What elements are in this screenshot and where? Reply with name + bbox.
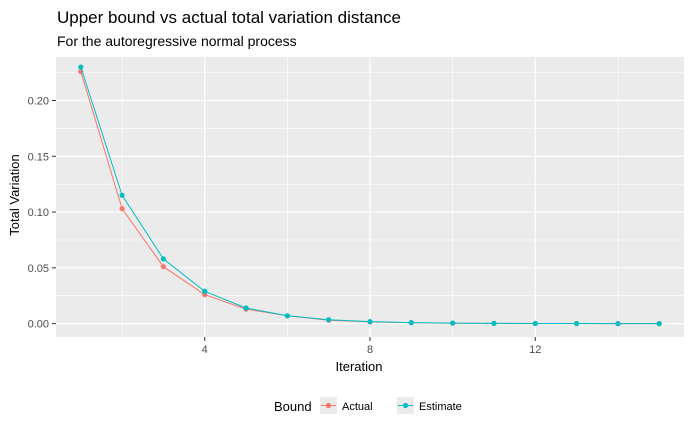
data-point-estimate [450,320,456,326]
axes-layer: 4 8 12 0.00 0.05 0.10 0.15 0.20 [28,96,542,356]
data-point-estimate [202,288,208,294]
series-layer [78,64,662,327]
data-point-estimate [573,320,580,327]
x-axis-title: Iteration [336,359,383,374]
data-point-estimate [367,319,373,325]
legend-label-estimate: Estimate [419,401,462,413]
data-point-actual [160,264,167,270]
y-tick-label: 0.15 [28,151,49,163]
data-point-estimate [656,321,662,327]
data-point-estimate [284,313,290,319]
data-point-estimate [243,305,249,311]
data-point-estimate [160,256,167,262]
data-point-estimate [532,320,538,327]
chart-title: Upper bound vs actual total variation di… [57,8,401,27]
data-point-actual [119,206,125,212]
legend: Bound Actual Estimate [274,397,462,414]
y-tick-label: 0.00 [28,319,49,331]
legend-point-estimate [402,402,409,409]
y-axis-title: Total Variation [7,154,22,235]
x-tick-label: 12 [529,344,541,356]
data-point-estimate [326,317,332,323]
y-tick-label: 0.20 [28,96,49,108]
legend-label-actual: Actual [342,401,373,413]
y-tick-label: 0.05 [28,263,49,275]
data-point-estimate [491,320,497,326]
y-tick-label: 0.10 [28,207,49,219]
legend-title: Bound [274,399,312,414]
chart-subtitle: For the autoregressive normal process [57,33,297,49]
legend-point-actual [325,402,332,409]
data-point-estimate [78,64,84,70]
data-point-estimate [119,192,125,198]
data-point-estimate [408,320,414,326]
data-point-estimate [615,321,621,327]
x-tick-label: 4 [202,344,208,356]
x-tick-label: 8 [367,344,373,356]
